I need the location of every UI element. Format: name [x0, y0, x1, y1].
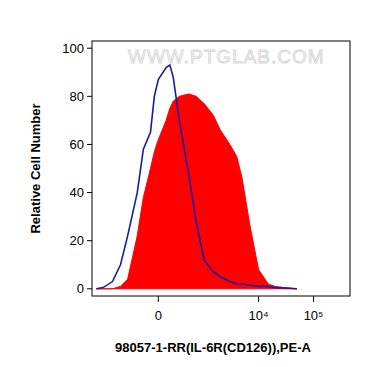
x-tick-label: 10⁵	[304, 308, 324, 323]
plot-area	[96, 65, 297, 289]
y-tick	[87, 192, 92, 193]
y-tick-label: 0	[77, 281, 84, 296]
x-axis-label: 98057-1-RR(IL-6R(CD126)),PE-A	[115, 340, 311, 355]
x-tick-label: 10⁴	[249, 308, 269, 323]
y-tick	[87, 96, 92, 97]
y-tick-label: 40	[70, 185, 84, 200]
line	[96, 65, 297, 289]
y-tick-label: 20	[70, 233, 84, 248]
y-tick	[87, 288, 92, 289]
x-tick	[313, 296, 314, 302]
y-tick	[87, 144, 92, 145]
y-tick	[87, 240, 92, 241]
y-tick-label: 100	[62, 41, 84, 56]
area	[96, 94, 297, 289]
y-tick-label: 60	[70, 137, 84, 152]
y-tick	[87, 48, 92, 49]
frame	[92, 41, 350, 296]
y-tick-label: 80	[70, 89, 84, 104]
chart: WWW.PTGLAB.COM 0 20 40 60 80 100 0 10⁴ 10⁵ 98057-1…	[0, 0, 370, 367]
watermark: WWW.PTGLAB.COM	[128, 46, 325, 67]
y-axis-label: Relative Cell Number	[28, 103, 43, 233]
x-tick-label: 0	[155, 308, 162, 323]
x-tick	[158, 296, 159, 302]
x-tick	[258, 296, 259, 302]
